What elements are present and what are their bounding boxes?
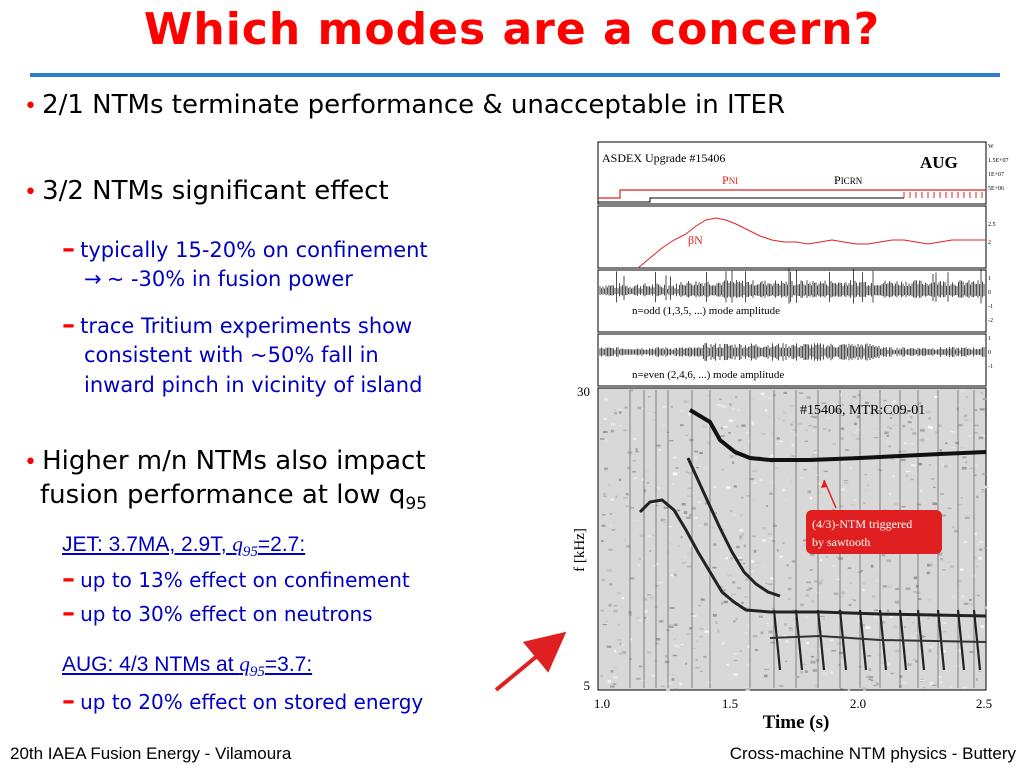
ntm-4-3-mode-line [688,408,987,462]
jet-item-neutrons: – up to 30% effect on neutrons [62,598,373,628]
panel3-scale-4: -2 [988,318,993,324]
low-freq-line [769,634,987,643]
panel2-scale-1: 2.5 [988,222,996,228]
even-mode-trace [599,343,985,361]
picrn-trace [598,197,904,203]
annotation-pointer [823,479,837,509]
panel3-scale-3: -1 [988,304,993,310]
bullet-text-line2: fusion performance at low q95 [40,480,428,515]
panel1-scale-w: W [988,144,994,150]
bullet-3-2-ntm: • 3/2 NTMs significant effect [24,176,389,207]
title-divider [30,73,1000,77]
icrn-spikes [903,192,983,198]
arrow-icon: → [84,267,102,291]
pni-trace [598,189,986,199]
aug-ntm-figure: ASDEX Upgrade #15406 PNI PICRN W 1.5E+07… [572,141,1009,733]
panel-odd-frame [597,269,987,333]
spectrogram-title: #15406, MTR:C09-01 [800,403,925,418]
page-title: Which modes are a concern? [143,4,881,55]
bullet-text: 2/1 NTMs terminate performance & unaccep… [42,90,786,120]
sub-bullet-text-2: consistent with ~50% fall in [84,343,379,367]
sub-bullet-text-3: inward pinch in vicinity of island [84,373,423,397]
bullet-higher-mn: • Higher m/n NTMs also impact [24,446,426,477]
sub-bullet-confinement: – typically 15-20% on confinement [62,234,428,265]
pni-label: PNI [722,173,738,187]
jet-item-confinement: – up to 13% effect on confinement [62,564,410,594]
panel1-scale-2: 1E+07 [988,172,1004,178]
ntm-frequency-drop-2 [638,498,987,618]
annotation-line2: by sawtooth [812,535,870,549]
annotation-arrowhead [821,480,827,488]
dash-icon: – [62,564,75,594]
bullet-dot-icon: • [24,450,37,475]
picrn-label: PICRN [834,173,863,187]
sub-bullet-fusion-power: → ~ -30% in fusion power [84,264,353,294]
panel3-scale-2: 0 [988,290,991,296]
annotation-box [806,510,942,554]
bullet-text: Higher m/n NTMs also impact [42,446,426,476]
beta-n-label: βN [688,233,703,247]
bullet-dot-icon: • [24,94,37,119]
xtick-3: 2.0 [850,696,866,711]
odd-mode-label: n=odd (1,3,5, ...) mode amplitude [632,305,780,317]
bullet-2-1-ntm: • 2/1 NTMs terminate performance & unacc… [24,90,785,121]
panel3-scale-1: 1 [988,276,991,282]
sub-bullet-text: typically 15-20% on confinement [80,238,428,262]
panel-beta-frame [597,205,987,269]
even-mode-label: n=even (2,4,6, ...) mode amplitude [632,369,784,381]
xtick-1: 1.0 [594,696,610,711]
aug-badge: AUG [920,153,958,172]
panel-even-frame [597,333,987,387]
sub-bullet-text: ~ -30% in fusion power [106,267,353,291]
sub-bullet-tritium: – trace Tritium experiments show [62,310,412,341]
panel2-scale-2: 2 [988,240,991,246]
panel4-scale-2: 0 [988,350,991,356]
y-axis-label: f [kHz] [572,528,588,572]
x-axis-label: Time (s) [763,712,830,733]
panel4-scale-3: -1 [988,364,993,370]
panel1-label: ASDEX Upgrade #15406 [602,151,725,165]
ytick-top: 30 [577,384,590,399]
aug-heading: AUG: 4/3 NTMs at q95=3.7: [62,652,313,681]
footer-conference: 20th IAEA Fusion Energy - Vilamoura [10,744,292,763]
ntm-frequency-drop-1 [686,457,781,598]
panel-power-frame [597,141,987,205]
ytick-bottom: 5 [584,678,591,693]
aug-item-stored-energy: – up to 20% effect on stored energy [62,686,424,716]
xtick-4: 2.5 [976,696,992,711]
panel1-scale-3: 5E+06 [988,186,1004,192]
panel1-scale-1: 1.5E+07 [988,158,1009,164]
dash-icon: – [62,310,75,340]
pointer-arrow-icon [494,631,567,692]
beta-n-trace [637,217,986,269]
bullet-dot-icon: • [24,180,37,205]
bullet-text: 3/2 NTMs significant effect [42,176,389,206]
q95-subscript: 95 [405,494,428,515]
dash-icon: – [62,234,75,264]
panel4-scale-1: 1 [988,336,991,342]
jet-heading: JET: 3.7MA, 2.9T, q95=2.7: [62,532,306,561]
odd-mode-trace [599,268,985,304]
xtick-2: 1.5 [722,696,738,711]
sub-bullet-text: trace Tritium experiments show [80,314,413,338]
footer-talk-title: Cross-machine NTM physics - Buttery [729,744,1016,763]
dash-icon: – [62,686,75,716]
dash-icon: – [62,598,75,628]
annotation-line1: (4/3)-NTM triggered [812,517,912,531]
